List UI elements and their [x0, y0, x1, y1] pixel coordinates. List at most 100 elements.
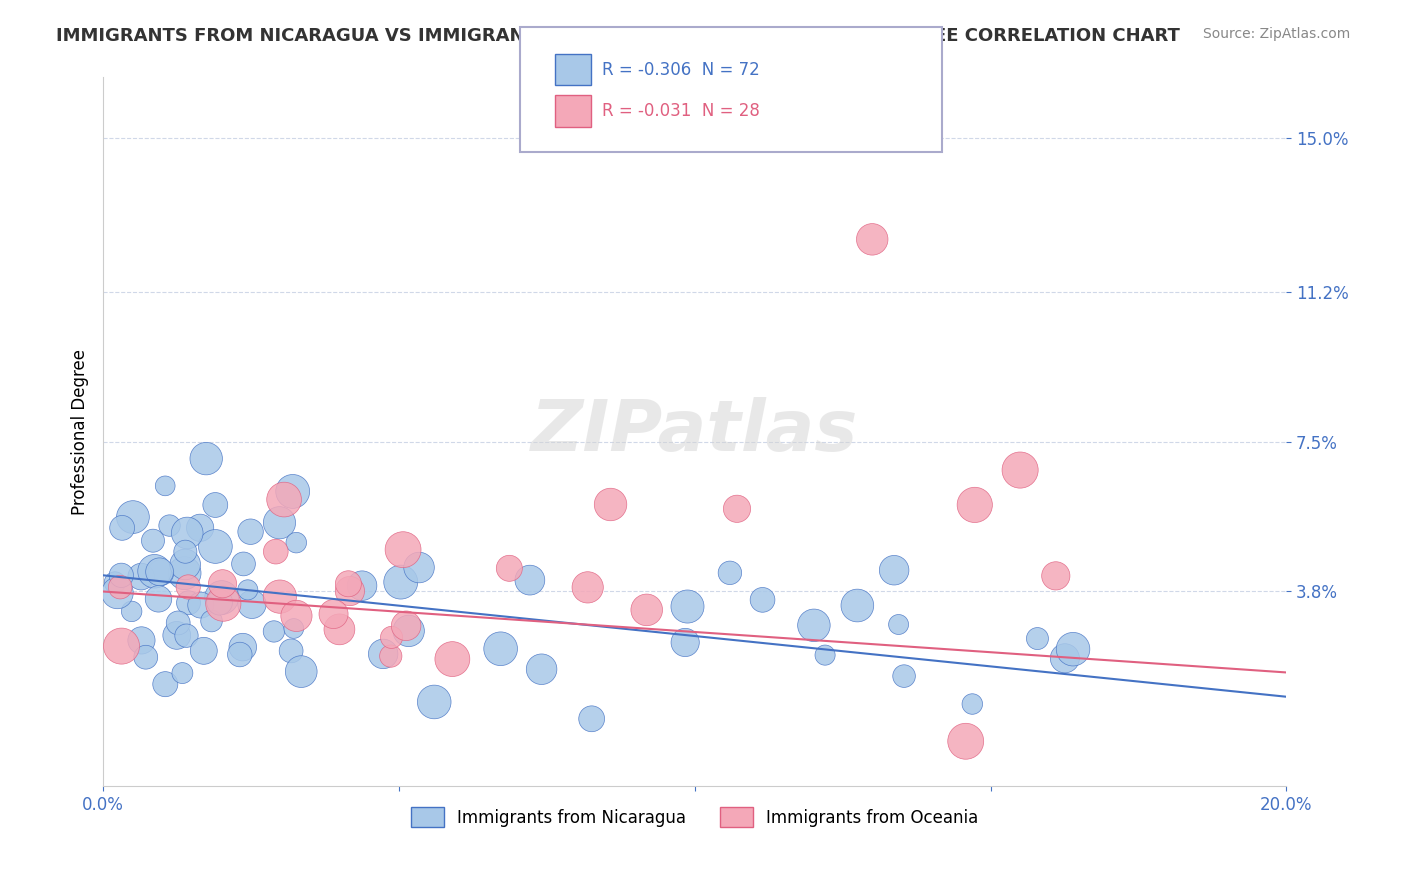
- Point: [159, 518, 181, 533]
- Point: [530, 662, 553, 676]
- Point: [264, 544, 287, 558]
- Point: [883, 563, 905, 577]
- Legend: Immigrants from Nicaragua, Immigrants from Oceania: Immigrants from Nicaragua, Immigrants fr…: [404, 800, 986, 834]
- Point: [408, 560, 430, 574]
- Point: [177, 580, 200, 594]
- Point: [423, 695, 446, 709]
- Point: [1010, 463, 1032, 477]
- Text: IMMIGRANTS FROM NICARAGUA VS IMMIGRANTS FROM OCEANIA PROFESSIONAL DEGREE CORRELA: IMMIGRANTS FROM NICARAGUA VS IMMIGRANTS …: [56, 27, 1180, 45]
- Point: [122, 510, 145, 524]
- Point: [190, 598, 212, 612]
- Point: [273, 492, 295, 507]
- Point: [489, 641, 512, 656]
- Point: [269, 516, 291, 530]
- Point: [174, 558, 197, 572]
- Point: [104, 575, 127, 590]
- Point: [155, 677, 177, 691]
- Point: [135, 650, 157, 665]
- Point: [1062, 642, 1084, 657]
- Point: [962, 697, 984, 711]
- Point: [188, 521, 211, 535]
- Point: [285, 535, 308, 549]
- Point: [232, 557, 254, 571]
- Point: [110, 639, 132, 653]
- Point: [893, 669, 915, 683]
- Point: [718, 566, 741, 580]
- Point: [814, 648, 837, 662]
- Point: [211, 591, 233, 605]
- Point: [328, 623, 350, 637]
- Point: [121, 604, 143, 618]
- Point: [167, 615, 190, 630]
- Point: [236, 582, 259, 597]
- Point: [148, 565, 170, 579]
- Point: [963, 498, 986, 512]
- Point: [887, 617, 910, 632]
- Point: [498, 561, 520, 575]
- Point: [576, 580, 599, 594]
- Point: [380, 631, 402, 645]
- Point: [143, 564, 166, 578]
- Point: [131, 633, 153, 648]
- Point: [392, 542, 415, 557]
- Point: [211, 576, 233, 591]
- Point: [751, 592, 773, 607]
- Point: [229, 648, 252, 662]
- Point: [239, 524, 262, 539]
- Point: [240, 598, 263, 612]
- Point: [339, 584, 361, 599]
- Point: [208, 595, 231, 609]
- Point: [1026, 632, 1049, 646]
- Text: Source: ZipAtlas.com: Source: ZipAtlas.com: [1202, 27, 1350, 41]
- Point: [803, 618, 825, 632]
- Point: [599, 498, 621, 512]
- Point: [176, 629, 198, 643]
- Text: R = -0.031  N = 28: R = -0.031 N = 28: [602, 103, 759, 120]
- Point: [108, 580, 131, 594]
- Point: [725, 501, 748, 516]
- Point: [283, 622, 305, 636]
- Point: [389, 575, 412, 590]
- Point: [352, 579, 374, 593]
- Point: [177, 596, 200, 610]
- Point: [673, 635, 696, 649]
- Point: [860, 232, 883, 246]
- Point: [581, 712, 603, 726]
- Point: [204, 498, 226, 512]
- Point: [172, 666, 194, 681]
- Point: [142, 533, 165, 548]
- Point: [174, 545, 197, 559]
- Point: [1045, 569, 1067, 583]
- Point: [955, 734, 977, 748]
- Point: [395, 619, 418, 633]
- Point: [176, 526, 198, 541]
- Point: [373, 647, 395, 661]
- Point: [129, 569, 152, 583]
- Point: [269, 590, 291, 604]
- Point: [195, 451, 218, 466]
- Y-axis label: Professional Degree: Professional Degree: [72, 349, 89, 515]
- Point: [166, 628, 188, 642]
- Point: [111, 521, 134, 535]
- Point: [337, 576, 360, 591]
- Point: [322, 607, 344, 621]
- Point: [1053, 651, 1076, 665]
- Point: [232, 640, 254, 654]
- Point: [200, 614, 222, 628]
- Point: [846, 599, 869, 613]
- Point: [380, 649, 402, 664]
- Text: R = -0.306  N = 72: R = -0.306 N = 72: [602, 61, 759, 78]
- Point: [280, 644, 302, 658]
- Point: [107, 586, 129, 600]
- Point: [173, 566, 195, 581]
- Point: [212, 597, 235, 611]
- Point: [519, 573, 541, 587]
- Point: [204, 540, 226, 554]
- Point: [636, 603, 658, 617]
- Point: [281, 484, 304, 499]
- Point: [676, 599, 699, 614]
- Point: [110, 568, 132, 582]
- Point: [263, 624, 285, 639]
- Point: [148, 591, 170, 606]
- Point: [155, 479, 177, 493]
